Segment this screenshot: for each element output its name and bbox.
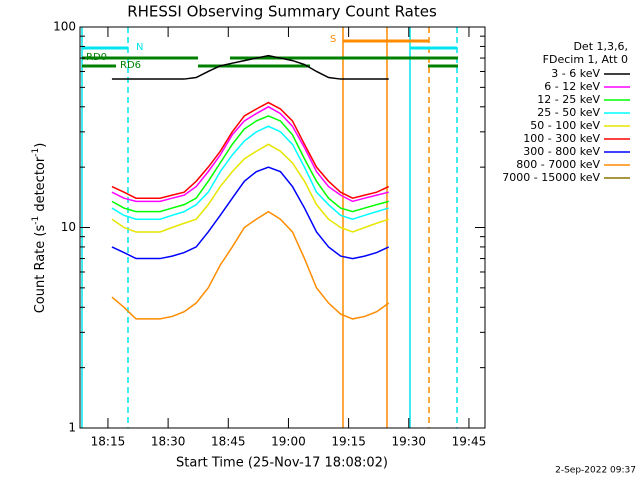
series-line: [111, 210, 390, 320]
plot-area: [111, 54, 390, 320]
footer: 2-Sep-2022 09:37: [555, 466, 636, 476]
series-line: [111, 125, 389, 220]
annotation: S: [330, 34, 336, 45]
x-tick-label: 18:45: [211, 435, 246, 449]
series-line: [111, 143, 389, 233]
legend-label: 100 - 300 keV: [523, 132, 600, 145]
legend-label: 7000 - 15000 keV: [502, 171, 600, 184]
y-label-part: ): [33, 143, 48, 148]
legend-label: 300 - 800 keV: [523, 145, 600, 158]
y-label-part: detector: [33, 156, 48, 216]
legend-header: Det 1,3,6,: [573, 40, 628, 53]
y-tick-label: 1: [68, 421, 76, 435]
x-tick-label: 19:45: [452, 435, 487, 449]
y-label-part: -1: [31, 216, 41, 225]
flags: [81, 27, 458, 428]
x-tick-label: 19:30: [391, 435, 426, 449]
legend-header: FDecim 1, Att 0: [543, 53, 628, 66]
x-tick-label: 19:15: [331, 435, 366, 449]
legend-label: 12 - 25 keV: [537, 93, 600, 106]
y-label-part: -1: [31, 148, 41, 157]
x-tick-label: 18:30: [151, 435, 186, 449]
legend-label: 800 - 7000 keV: [516, 158, 600, 171]
annotation: RD0: [86, 52, 107, 63]
chart-title: RHESSI Observing Summary Count Rates: [127, 3, 437, 21]
legend-label: 50 - 100 keV: [530, 119, 600, 132]
series-line: [111, 101, 390, 199]
legend-label: 3 - 6 keV: [551, 67, 600, 80]
series-line: [111, 115, 389, 213]
y-tick-label: 10: [61, 220, 76, 234]
annotation: RD6: [120, 60, 141, 71]
series-line: [111, 166, 390, 260]
legend-label: 6 - 12 keV: [544, 80, 600, 93]
legend-label: 25 - 50 keV: [537, 106, 600, 119]
series-line: [111, 105, 389, 203]
x-tick-label: 18:15: [91, 435, 126, 449]
y-tick-label: 100: [53, 20, 76, 34]
series-line: [111, 54, 389, 80]
y-axis-label: Count Rate (s-1 detector-1): [31, 143, 48, 314]
plot-frame: [79, 26, 486, 429]
y-label-part: Count Rate (s: [33, 225, 48, 314]
annotation: N: [136, 42, 143, 53]
x-tick-label: 19:00: [271, 435, 306, 449]
x-axis-label: Start Time (25-Nov-17 18:08:02): [176, 456, 388, 471]
